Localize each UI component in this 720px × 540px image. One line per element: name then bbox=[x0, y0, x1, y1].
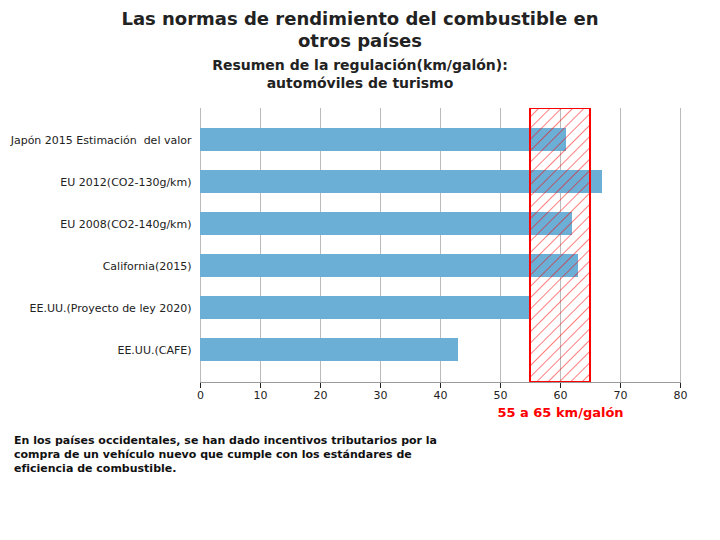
html-text:Las normas de rendimiento del: Las normas de rendimiento del combustibl… bbox=[121, 8, 599, 51]
svg-text:55 a 65 km/galón: 55 a 65 km/galón bbox=[497, 405, 623, 420]
svg-text:70: 70 bbox=[614, 389, 628, 402]
svg-text:Japón 2015 Estimación del val: Japón 2015 Estimación del valor bbox=[10, 134, 192, 147]
svg-text:60: 60 bbox=[554, 389, 568, 402]
svg-text:EU 2012(CO2-130g/km): EU 2012(CO2-130g/km) bbox=[60, 176, 191, 189]
svg-text:30: 30 bbox=[374, 389, 388, 402]
svg-text:50: 50 bbox=[494, 389, 508, 402]
svg-text:20: 20 bbox=[314, 389, 328, 402]
svg-text:40: 40 bbox=[434, 389, 448, 402]
svg-text:EU 2008(CO2-140g/km): EU 2008(CO2-140g/km) bbox=[60, 218, 191, 231]
svg-text:EE.UU.(CAFE): EE.UU.(CAFE) bbox=[117, 344, 191, 357]
html-text:En los países occidentales, se: En los países occidentales, se han dado … bbox=[14, 434, 437, 475]
svg-text:10: 10 bbox=[254, 389, 268, 402]
html-text:Resumen de la regulación(km/ga: Resumen de la regulación(km/galón): auto… bbox=[212, 57, 508, 91]
svg-text:80: 80 bbox=[674, 389, 688, 402]
svg-text:California(2015): California(2015) bbox=[103, 260, 192, 273]
svg-text:0: 0 bbox=[197, 389, 204, 402]
svg-text:EE.UU.(Proyecto de ley 2020): EE.UU.(Proyecto de ley 2020) bbox=[30, 302, 192, 315]
